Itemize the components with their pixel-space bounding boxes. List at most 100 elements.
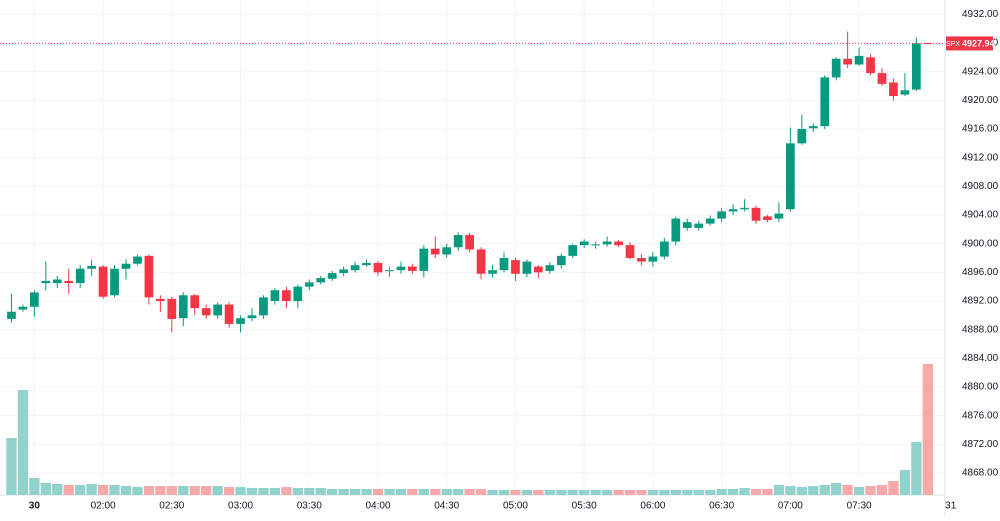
candle-body	[201, 308, 211, 316]
volume-bar	[773, 485, 785, 495]
y-tick-label: 4884.00	[962, 353, 999, 364]
candle-body	[545, 265, 555, 271]
symbol-tag	[946, 36, 960, 51]
y-tick-label: 4892.00	[962, 296, 999, 307]
y-tick-label: 4908.00	[962, 181, 999, 192]
volume-bar	[819, 485, 830, 495]
x-tick-label: 07:30	[847, 501, 872, 512]
x-tick-label: 03:30	[297, 501, 322, 512]
volume-bar	[601, 490, 613, 495]
candle-body	[671, 218, 681, 242]
volume-bar	[40, 483, 51, 495]
volume-bar	[670, 490, 681, 495]
volume-bar	[498, 490, 510, 495]
volume-bar	[315, 488, 326, 495]
volume-bar	[75, 485, 86, 495]
candle-body	[866, 57, 875, 74]
volume-bar	[888, 481, 899, 495]
candle-body	[87, 265, 96, 269]
candle-body	[728, 209, 738, 212]
candle-body	[648, 256, 658, 262]
y-tick-label: 4880.00	[962, 382, 999, 393]
y-tick-label: 4912.00	[962, 152, 999, 163]
volume-bar	[647, 490, 659, 495]
candle-body	[786, 143, 795, 210]
volume-bar	[876, 485, 888, 495]
volume-bar	[544, 490, 555, 495]
candle-body	[133, 256, 142, 264]
volume-bar	[29, 478, 40, 495]
candle-body	[247, 315, 257, 319]
volume-bar	[613, 490, 624, 495]
candle-body	[568, 245, 578, 256]
volume-bar	[120, 486, 132, 495]
y-tick-label: 4900.00	[962, 238, 999, 249]
volume-bar	[475, 489, 487, 495]
volume-bar	[17, 390, 29, 495]
candle-body	[293, 286, 303, 301]
candle-body	[430, 248, 440, 255]
volume-bar	[853, 487, 865, 495]
candle-body	[64, 280, 74, 284]
x-tick-label: 02:00	[91, 501, 116, 512]
x-tick-label: 30	[29, 501, 41, 512]
volume-bar	[86, 484, 97, 495]
volume-bar	[808, 486, 819, 495]
candle-body	[18, 306, 28, 310]
volume-bar	[327, 489, 338, 495]
candle-body	[499, 258, 509, 271]
candle-body	[259, 297, 268, 316]
volume-bar	[750, 489, 762, 495]
candle-body	[682, 222, 692, 228]
x-tick-label: 07:00	[778, 501, 803, 512]
volume-bar	[521, 490, 533, 495]
candle-body	[144, 255, 154, 298]
candle-body	[579, 241, 589, 246]
y-tick-label: 4920.00	[962, 95, 999, 106]
candle-body	[705, 218, 715, 224]
volume-bar	[659, 490, 670, 495]
volume-bar	[384, 489, 395, 495]
candle-body	[511, 260, 520, 274]
volume-bar	[166, 486, 177, 495]
candle-body	[854, 55, 864, 65]
candle-body	[740, 207, 749, 210]
candle-body	[556, 255, 566, 266]
volume-bar	[132, 487, 143, 495]
volume-bar	[716, 489, 727, 495]
y-tick-label: 4932.00	[962, 9, 999, 20]
volume-bar	[831, 483, 842, 495]
volume-bar	[63, 485, 74, 495]
candle-body	[30, 292, 39, 307]
x-tick-label: 04:00	[365, 501, 390, 512]
candle-body	[236, 318, 245, 324]
candle-body	[316, 278, 326, 283]
x-tick-label: 02:30	[159, 501, 184, 512]
candle-body	[213, 304, 222, 316]
volume-bar	[338, 489, 349, 495]
volume-bar	[212, 486, 223, 495]
y-tick-label: 4904.00	[962, 210, 999, 221]
x-tick-label: 06:00	[640, 501, 665, 512]
volume-bar	[785, 486, 796, 495]
volume-bar	[453, 489, 464, 495]
volume-bar	[235, 487, 246, 495]
candle-body	[717, 211, 726, 219]
candle-body	[98, 266, 108, 297]
x-tick-label: 04:30	[434, 501, 459, 512]
volume-bar	[579, 490, 590, 495]
volume-bar	[418, 489, 429, 495]
volume-bar	[246, 488, 258, 495]
volume-bar	[349, 489, 361, 495]
candle-body	[442, 247, 452, 255]
candle-body	[843, 58, 852, 65]
candle-body	[121, 263, 131, 269]
candle-body	[52, 279, 62, 284]
volume-bar	[407, 489, 418, 495]
candle-body	[591, 244, 600, 246]
volume-bar	[441, 489, 452, 495]
x-tick-label: 05:00	[503, 501, 528, 512]
candle-body	[694, 223, 704, 228]
volume-bar	[922, 364, 933, 495]
